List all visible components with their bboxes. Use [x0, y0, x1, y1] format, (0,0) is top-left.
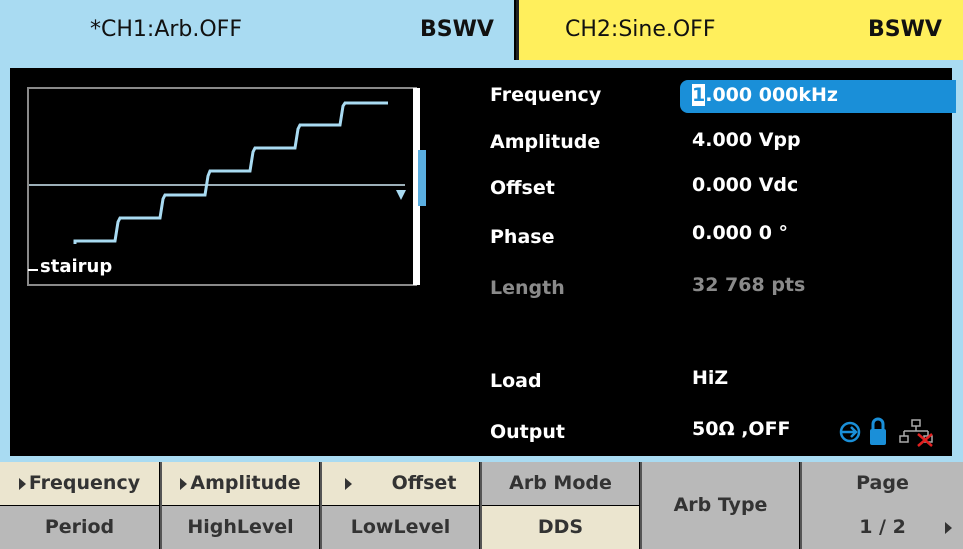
menu-label: Arb Type [673, 494, 768, 516]
menu-button[interactable]: Amplitude HighLevel [160, 462, 319, 549]
lock-body [870, 429, 886, 445]
menu-button[interactable]: Frequency Period [0, 462, 159, 549]
network-icon [899, 419, 933, 443]
menu-bottom: HighLevel [162, 506, 319, 549]
lock-shackle [871, 417, 885, 429]
ch2-mode: BSWV [868, 17, 942, 42]
menu-top: Page [856, 472, 909, 494]
frequency-highlight[interactable] [680, 80, 956, 113]
menu-top: Arb Mode [482, 462, 639, 505]
menu-top: Amplitude [190, 472, 301, 494]
param-label: Offset [490, 177, 555, 199]
menu-bottom: DDS [482, 506, 639, 549]
ch2-name: CH2:Sine.OFF [565, 17, 716, 42]
waveform-view [27, 87, 426, 286]
waveform-label: stairup [40, 256, 113, 277]
waveform-box [27, 87, 417, 286]
output-icon [839, 421, 861, 443]
network-off [917, 433, 933, 447]
param-value: 0.000 0 ° [692, 222, 789, 244]
ch1-mode: BSWV [420, 17, 494, 42]
menu-bottom: LowLevel [322, 506, 479, 549]
stair-wave [73, 101, 388, 244]
menu-button[interactable]: Offset LowLevel [320, 462, 479, 549]
scroll-thumb [418, 150, 426, 206]
param-label: Load [490, 370, 542, 392]
menu-button[interactable]: Page 1 / 2 [800, 462, 963, 549]
param-value: 32 768 pts [692, 274, 806, 296]
param-value: 4.000 Vpp [692, 129, 801, 151]
menu-top: Frequency [28, 472, 141, 494]
param-value: 1.000 000kHz [692, 84, 838, 106]
param-label: Frequency [490, 84, 602, 106]
menu-bottom: 1 / 2 [859, 516, 906, 538]
cursor-digit: 1 [692, 84, 706, 106]
ch1-tab[interactable] [0, 0, 514, 60]
output-arrow [842, 426, 858, 438]
param-label: Output [490, 421, 565, 443]
status-icons [839, 417, 933, 447]
param-label: Phase [490, 226, 555, 248]
param-label: Length [490, 277, 565, 299]
param-label: Amplitude [490, 131, 601, 153]
value-rest: .000 000kHz [705, 84, 838, 106]
menu-top: Offset [391, 472, 457, 494]
menu-button[interactable]: Arb Type [640, 462, 799, 549]
param-value: 50Ω ,OFF [692, 418, 791, 440]
ch2-tab[interactable] [516, 0, 963, 60]
ch1-name: *CH1:Arb.OFF [90, 17, 242, 42]
scroll-bar [413, 88, 420, 285]
param-value: 0.000 Vdc [692, 174, 799, 196]
menu-button[interactable]: Arb Mode DDS [480, 462, 639, 549]
menu-bottom: Period [0, 506, 159, 549]
param-value: HiZ [692, 367, 729, 389]
offset-marker [396, 190, 406, 200]
